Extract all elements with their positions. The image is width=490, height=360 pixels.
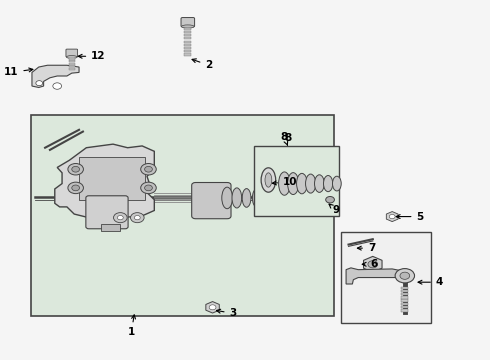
Circle shape [68, 182, 83, 194]
Circle shape [395, 269, 415, 283]
Circle shape [141, 163, 156, 175]
Polygon shape [386, 212, 398, 222]
Text: 12: 12 [78, 51, 106, 61]
Bar [184, 28, 191, 30]
Polygon shape [364, 256, 382, 272]
Ellipse shape [273, 191, 279, 205]
Circle shape [326, 197, 335, 203]
Circle shape [145, 166, 152, 172]
Circle shape [134, 216, 140, 220]
Circle shape [68, 163, 83, 175]
Ellipse shape [252, 189, 260, 207]
Bar [401, 293, 408, 296]
Text: 9: 9 [329, 204, 340, 216]
Ellipse shape [315, 175, 324, 192]
Polygon shape [32, 65, 79, 87]
Bar [69, 60, 74, 62]
Bar [184, 47, 191, 49]
Bar [184, 44, 191, 46]
Bar [401, 296, 408, 299]
Bar [401, 300, 408, 302]
Polygon shape [206, 302, 220, 313]
Ellipse shape [306, 174, 316, 193]
Bar [184, 37, 191, 40]
Circle shape [130, 213, 144, 223]
Circle shape [118, 216, 123, 220]
Circle shape [36, 81, 43, 86]
Polygon shape [55, 144, 154, 218]
Bar [401, 303, 408, 305]
Ellipse shape [181, 25, 194, 28]
Bar [184, 34, 191, 36]
Ellipse shape [265, 173, 272, 187]
Ellipse shape [242, 189, 251, 207]
Bar [184, 41, 191, 42]
Ellipse shape [67, 55, 77, 58]
Ellipse shape [333, 176, 341, 191]
Bar [69, 63, 74, 64]
Bar [401, 309, 408, 312]
Circle shape [209, 305, 216, 310]
Bar [79, 157, 145, 200]
Ellipse shape [232, 188, 242, 208]
Circle shape [141, 182, 156, 194]
Polygon shape [346, 268, 402, 284]
Text: 4: 4 [418, 277, 443, 287]
Bar [184, 50, 191, 52]
Bar [30, 116, 334, 316]
Text: 8: 8 [281, 132, 288, 145]
Circle shape [53, 83, 62, 89]
Bar [69, 65, 74, 67]
FancyBboxPatch shape [181, 18, 195, 27]
Bar [401, 287, 408, 289]
Ellipse shape [261, 168, 276, 192]
Bar [254, 146, 339, 216]
Text: 5: 5 [396, 212, 424, 221]
Bar [401, 306, 408, 309]
Circle shape [389, 215, 395, 219]
Circle shape [72, 185, 79, 191]
Text: 2: 2 [192, 59, 213, 70]
Text: 6: 6 [362, 259, 378, 269]
Text: 3: 3 [217, 309, 237, 318]
Bar [184, 53, 191, 55]
Bar [69, 68, 74, 69]
Circle shape [368, 261, 378, 268]
FancyBboxPatch shape [66, 49, 77, 57]
Circle shape [275, 194, 286, 202]
Text: 11: 11 [4, 67, 33, 77]
Ellipse shape [222, 187, 232, 209]
Text: 8: 8 [284, 133, 292, 143]
Circle shape [145, 185, 152, 191]
Circle shape [114, 213, 127, 223]
Bar [341, 232, 431, 323]
FancyBboxPatch shape [86, 196, 128, 229]
Text: 1: 1 [127, 315, 136, 337]
Circle shape [72, 166, 79, 172]
Ellipse shape [263, 190, 270, 206]
Bar [101, 225, 121, 231]
Ellipse shape [296, 174, 307, 194]
Bar [69, 58, 74, 59]
FancyBboxPatch shape [192, 183, 231, 219]
Circle shape [400, 272, 410, 279]
Ellipse shape [279, 172, 290, 195]
Text: 7: 7 [357, 243, 375, 253]
Bar [184, 31, 191, 33]
Ellipse shape [323, 176, 333, 192]
Text: 10: 10 [272, 177, 297, 187]
Ellipse shape [288, 173, 299, 194]
Bar [401, 290, 408, 292]
